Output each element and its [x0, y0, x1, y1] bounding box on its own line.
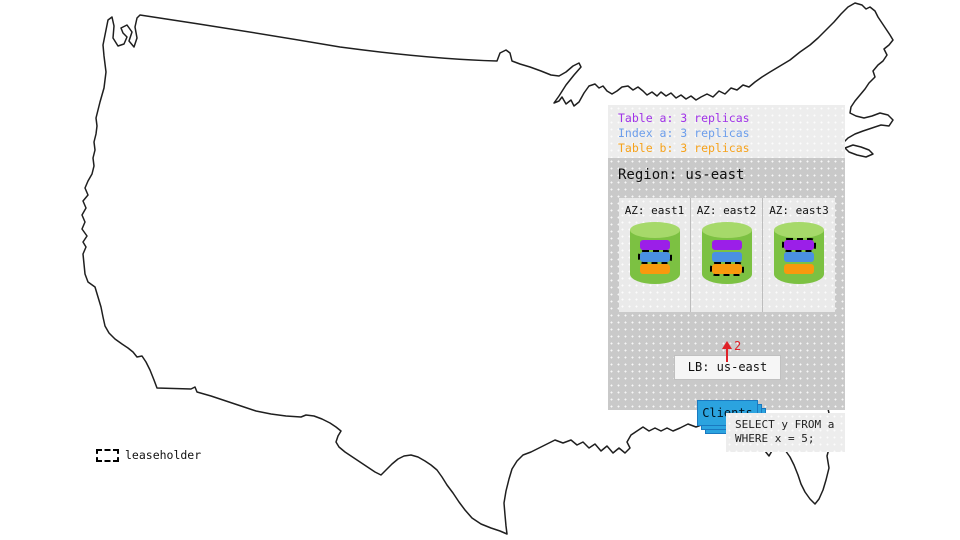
leaseholder-legend: leaseholder — [96, 448, 201, 462]
long-island-outline — [844, 144, 874, 158]
legend-table-b: Table b: 3 replicas — [618, 141, 750, 155]
cylinder-top-ellipse — [774, 222, 824, 238]
replica-bar-table-b — [784, 264, 814, 274]
load-balancer-box: LB: us-east — [674, 355, 781, 380]
query-route-step-number: 2 — [734, 339, 742, 353]
az-east2: AZ: east2 — [691, 198, 763, 312]
query-route-arrow-line — [726, 348, 728, 362]
leaseholder-legend-label: leaseholder — [125, 448, 202, 462]
az-east3-label: AZ: east3 — [769, 204, 829, 217]
legend-table-a: Table a: 3 replicas — [618, 111, 750, 125]
replica-bars — [782, 238, 816, 276]
replica-bar-index-a — [712, 252, 742, 262]
az-east1-label: AZ: east1 — [624, 204, 685, 217]
az-east2-label: AZ: east2 — [696, 204, 757, 217]
cylinder-top-ellipse — [702, 222, 752, 238]
az-east1: AZ: east1 — [619, 198, 691, 312]
replica-bar-table-b-leaseholder — [710, 262, 744, 276]
replica-bar-table-b — [640, 264, 670, 274]
replica-bar-table-a-leaseholder — [782, 238, 816, 252]
replica-legend: Table a: 3 replicas Index a: 3 replicas … — [608, 105, 845, 158]
replica-bars — [710, 240, 744, 276]
region-title: Region: us-east — [618, 167, 745, 183]
replica-bar-table-a — [712, 240, 742, 250]
leaseholder-dashed-icon — [96, 448, 119, 462]
database-cylinder-east3 — [774, 222, 824, 284]
replica-bar-index-a-leaseholder — [638, 250, 672, 264]
database-cylinder-east1 — [630, 222, 680, 284]
region-box: Region: us-east AZ: east1 AZ: east2 — [608, 158, 845, 434]
legend-index-a: Index a: 3 replicas — [618, 126, 750, 140]
sql-line-1: SELECT y FROM a — [735, 418, 835, 431]
az-east3: AZ: east3 — [763, 198, 835, 312]
az-container: AZ: east1 AZ: east2 AZ — [619, 198, 835, 312]
replica-bar-index-a — [784, 252, 814, 262]
sql-query-box: SELECT y FROM a WHERE x = 5; — [726, 413, 845, 452]
query-route-arrow-icon — [722, 341, 732, 349]
sql-line-2: WHERE x = 5; — [735, 432, 815, 445]
database-cylinder-east2 — [702, 222, 752, 284]
region-panel: Table a: 3 replicas Index a: 3 replicas … — [608, 105, 845, 434]
replica-bar-table-a — [640, 240, 670, 250]
replica-bars — [638, 240, 672, 276]
cylinder-top-ellipse — [630, 222, 680, 238]
